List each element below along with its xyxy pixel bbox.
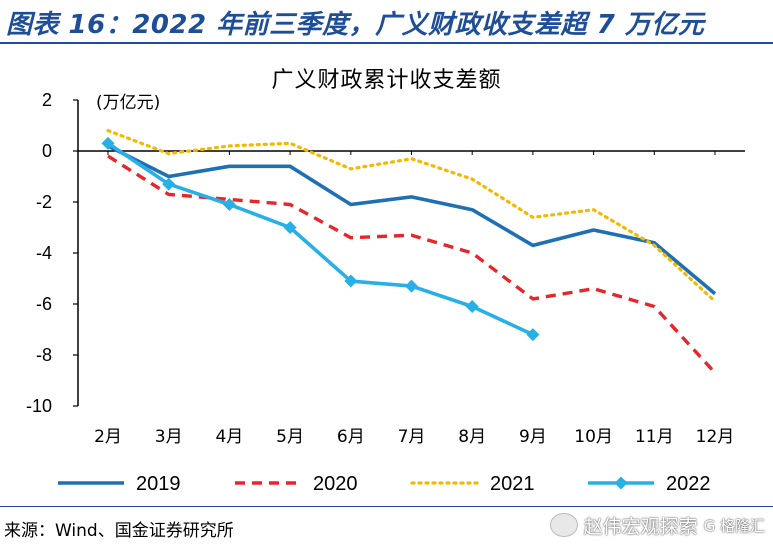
y-tick-label: -6: [36, 294, 52, 314]
x-tick-label: 11月: [635, 427, 674, 447]
data-point-2022: [162, 177, 176, 191]
legend-marker-2022: [614, 476, 628, 490]
data-point-2022: [283, 221, 297, 234]
y-tick-label: -2: [36, 192, 52, 212]
header: 图表 16：2022 年前三季度，广义财政收支差超 7 万亿元: [0, 0, 773, 44]
header-divider: [0, 42, 773, 44]
y-tick-label: -10: [26, 396, 52, 416]
data-point-2022: [405, 279, 418, 293]
x-tick-label: 3月: [155, 427, 183, 447]
axes: 2 0 -2 -4 -6 -8 -10 2月 3月 4月 5月 6月 7月 8月 9月 10月 11月 12月: [26, 90, 745, 447]
y-axis-label: (万亿元): [96, 93, 160, 113]
legend: 2019 2020 2021 2022: [58, 473, 711, 495]
y-tick-label: -8: [36, 345, 52, 365]
x-tick-label: 10月: [574, 427, 613, 447]
series-line-2022: [106, 141, 534, 337]
x-tick-label: 4月: [215, 427, 243, 447]
footer: 来源：Wind、国金证券研究所 赵伟宏观探索 G 格隆汇: [0, 506, 773, 545]
chart-title: 广义财政累计收支差额: [271, 68, 502, 93]
x-tick-label: 7月: [398, 427, 426, 447]
legend-label-2022: 2022: [666, 473, 711, 495]
x-tick-label: 2月: [94, 427, 122, 447]
series-line-2019: [107, 144, 717, 296]
legend-label-2020: 2020: [313, 473, 358, 495]
data-point-2022: [101, 136, 115, 150]
data-point-2022: [465, 300, 479, 314]
figure-title: 图表 16：2022 年前三季度，广义财政收支差超 7 万亿元: [6, 10, 705, 40]
watermark-logo: G 格隆汇: [703, 516, 765, 535]
series-layer: [101, 129, 717, 374]
footer-divider: [0, 506, 773, 507]
data-point-2022: [526, 328, 540, 342]
x-tick-label: 9月: [519, 427, 547, 447]
source-note: 来源：Wind、国金证券研究所: [4, 521, 234, 541]
series-line-2021: [106, 129, 717, 303]
data-point-2022: [344, 274, 358, 288]
legend-label-2021: 2021: [490, 473, 535, 495]
x-tick-label: 8月: [458, 427, 486, 447]
x-tick-label: 6月: [337, 427, 365, 447]
x-tick-label: 5月: [276, 427, 304, 447]
x-tick-label: 12月: [696, 427, 735, 447]
legend-label-2019: 2019: [136, 473, 181, 495]
watermark: 赵伟宏观探索 G 格隆汇: [549, 508, 765, 542]
wechat-icon: [549, 513, 578, 537]
data-point-2022: [222, 198, 236, 212]
series-line-2020: [107, 154, 717, 374]
y-tick-label: -4: [36, 243, 52, 263]
y-tick-label: 0: [42, 141, 52, 161]
y-tick-label: 2: [42, 90, 52, 110]
watermark-text: 赵伟宏观探索: [583, 515, 698, 538]
